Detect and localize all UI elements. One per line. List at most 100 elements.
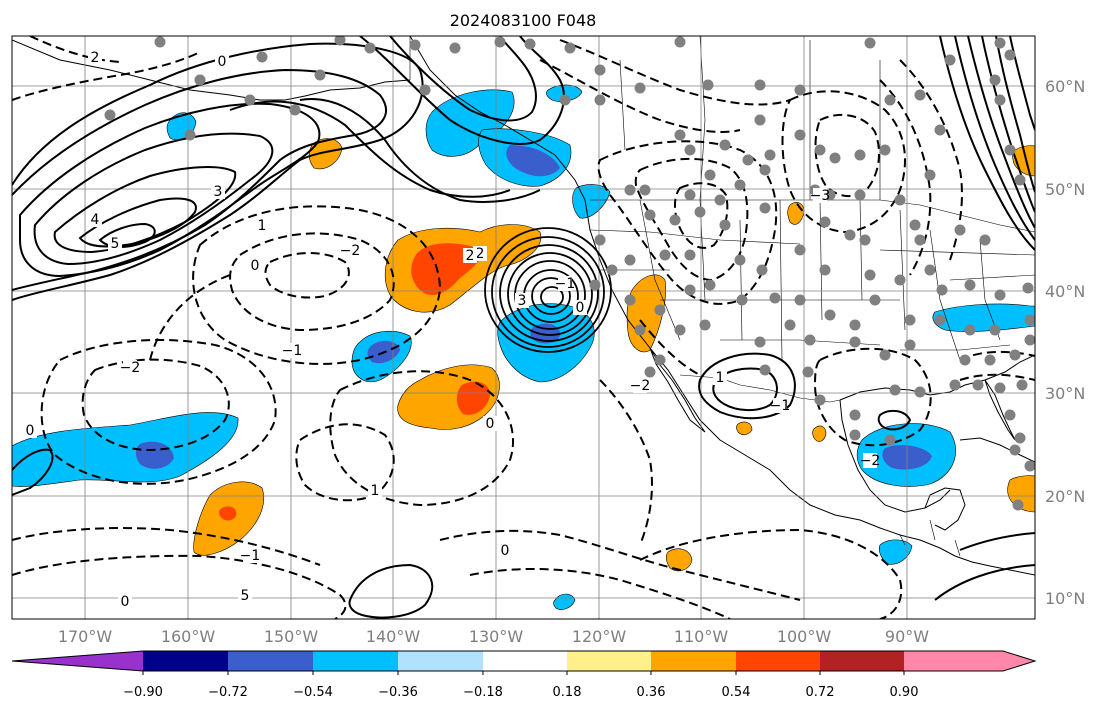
station-dot xyxy=(794,129,806,141)
station-dot xyxy=(449,42,461,54)
contour-label: 0 xyxy=(486,416,495,432)
contour-label: 0 xyxy=(218,54,227,70)
coastline-yucatan xyxy=(924,487,966,531)
contour-label: −3 xyxy=(810,188,831,204)
station-dot xyxy=(814,394,826,406)
station-dot xyxy=(1014,432,1026,444)
station-dot xyxy=(829,152,841,164)
contour-label-bg xyxy=(863,453,877,468)
shade-blue-patch-3 xyxy=(878,539,913,565)
contour-label-bg xyxy=(255,218,269,233)
contour-dashed-6 xyxy=(329,370,515,507)
colorbar-tick-label: 0.54 xyxy=(722,685,751,700)
station-dot xyxy=(979,234,991,246)
shade-darkblue-bc-coast xyxy=(506,145,560,177)
station-dot xyxy=(914,89,926,101)
contour-solid-south-2 xyxy=(959,532,1035,551)
station-dot xyxy=(989,324,1001,336)
station-dot xyxy=(1012,499,1024,511)
station-dot xyxy=(559,94,571,106)
lon-label: 110°W xyxy=(674,627,729,646)
station-dot xyxy=(654,354,666,366)
contour-solid-ridge-4 xyxy=(229,100,511,198)
station-dot xyxy=(594,64,606,76)
contour-label: 5 xyxy=(241,588,250,604)
colorbar-cell xyxy=(143,651,229,671)
station-dot xyxy=(674,324,686,336)
station-dot xyxy=(639,184,651,196)
contour-label: 1 xyxy=(716,370,725,386)
colorbar-tick-label: −0.18 xyxy=(463,685,503,700)
shade-blue-ohio-valley xyxy=(932,303,1035,332)
contour-label-bg xyxy=(248,258,262,273)
station-dot xyxy=(594,234,606,246)
lon-label: 160°W xyxy=(161,627,216,646)
station-dot xyxy=(1016,379,1028,391)
lat-label: 50°N xyxy=(1045,180,1085,199)
station-dot xyxy=(904,314,916,326)
station-dot xyxy=(759,164,771,176)
contour-label: −1 xyxy=(282,343,303,359)
colorbar-cell xyxy=(904,651,1035,671)
station-dot xyxy=(644,209,656,221)
station-dot xyxy=(972,379,984,391)
contour-label-bg xyxy=(573,300,587,315)
coastlines xyxy=(12,36,1035,576)
contour-label-bg xyxy=(498,543,512,558)
station-dot xyxy=(914,234,926,246)
lon-label: 140°W xyxy=(366,627,421,646)
colorbar-cell xyxy=(483,651,568,671)
colorbar-tick-label: −0.36 xyxy=(378,685,418,700)
contour-label-bg xyxy=(238,588,252,603)
shaded-fields xyxy=(12,84,1035,610)
station-dot xyxy=(879,349,891,361)
station-dot xyxy=(719,219,731,231)
graticule xyxy=(12,36,1035,619)
station-dot xyxy=(589,279,601,291)
contour-label-bg xyxy=(343,243,357,258)
contour-label: −1 xyxy=(240,548,261,564)
colorbar-tick-label: −0.72 xyxy=(208,685,248,700)
station-dot xyxy=(784,319,796,331)
colorbar-tick-label: 0.72 xyxy=(806,685,835,700)
colorbar-tick-label: −0.90 xyxy=(123,685,163,700)
contour-solid-mexico-high-1 xyxy=(698,352,796,420)
contour-dashed-2 xyxy=(229,232,395,332)
colorbar-cell xyxy=(651,651,737,671)
station-dot xyxy=(889,384,901,396)
station-dot xyxy=(674,129,686,141)
colorbar-tick-label: 0.90 xyxy=(890,685,919,700)
longitude-labels: 170°W 160°W 150°W 140°W 130°W 120°W 110°W 100°W… xyxy=(58,627,929,646)
lon-label: 150°W xyxy=(264,627,319,646)
coastline-mexico-east xyxy=(839,399,951,513)
contour-dashed-8 xyxy=(12,554,347,619)
contour-solid-east-6 xyxy=(1009,36,1035,131)
contour-label: 4 xyxy=(91,212,100,228)
colorbar-cell xyxy=(736,651,821,671)
contour-dashed-4 xyxy=(40,339,277,485)
colorbar-cells xyxy=(12,651,1035,671)
low-ring-8 xyxy=(540,286,564,308)
contour-dashed-21 xyxy=(959,373,1035,381)
station-dot xyxy=(984,354,996,366)
border-states-east xyxy=(879,229,1035,361)
shade-orange-patch-6 xyxy=(736,421,753,436)
station-dot xyxy=(364,42,376,54)
station-dot xyxy=(314,69,326,81)
contours xyxy=(12,36,1035,619)
station-dot xyxy=(334,36,346,46)
station-dot xyxy=(864,37,876,49)
contour-solid-tropics-1 xyxy=(348,563,434,619)
station-dot xyxy=(944,54,956,66)
station-dot xyxy=(244,94,256,106)
station-dot xyxy=(564,42,576,54)
station-dot xyxy=(644,366,656,378)
shade-blue-west-pacific xyxy=(12,412,239,487)
shade-red-hawaii xyxy=(218,506,237,521)
station-dot xyxy=(814,144,826,156)
low-ring-7 xyxy=(531,277,571,315)
station-dot xyxy=(154,36,166,48)
station-dot xyxy=(1009,349,1021,361)
station-dot xyxy=(854,149,866,161)
